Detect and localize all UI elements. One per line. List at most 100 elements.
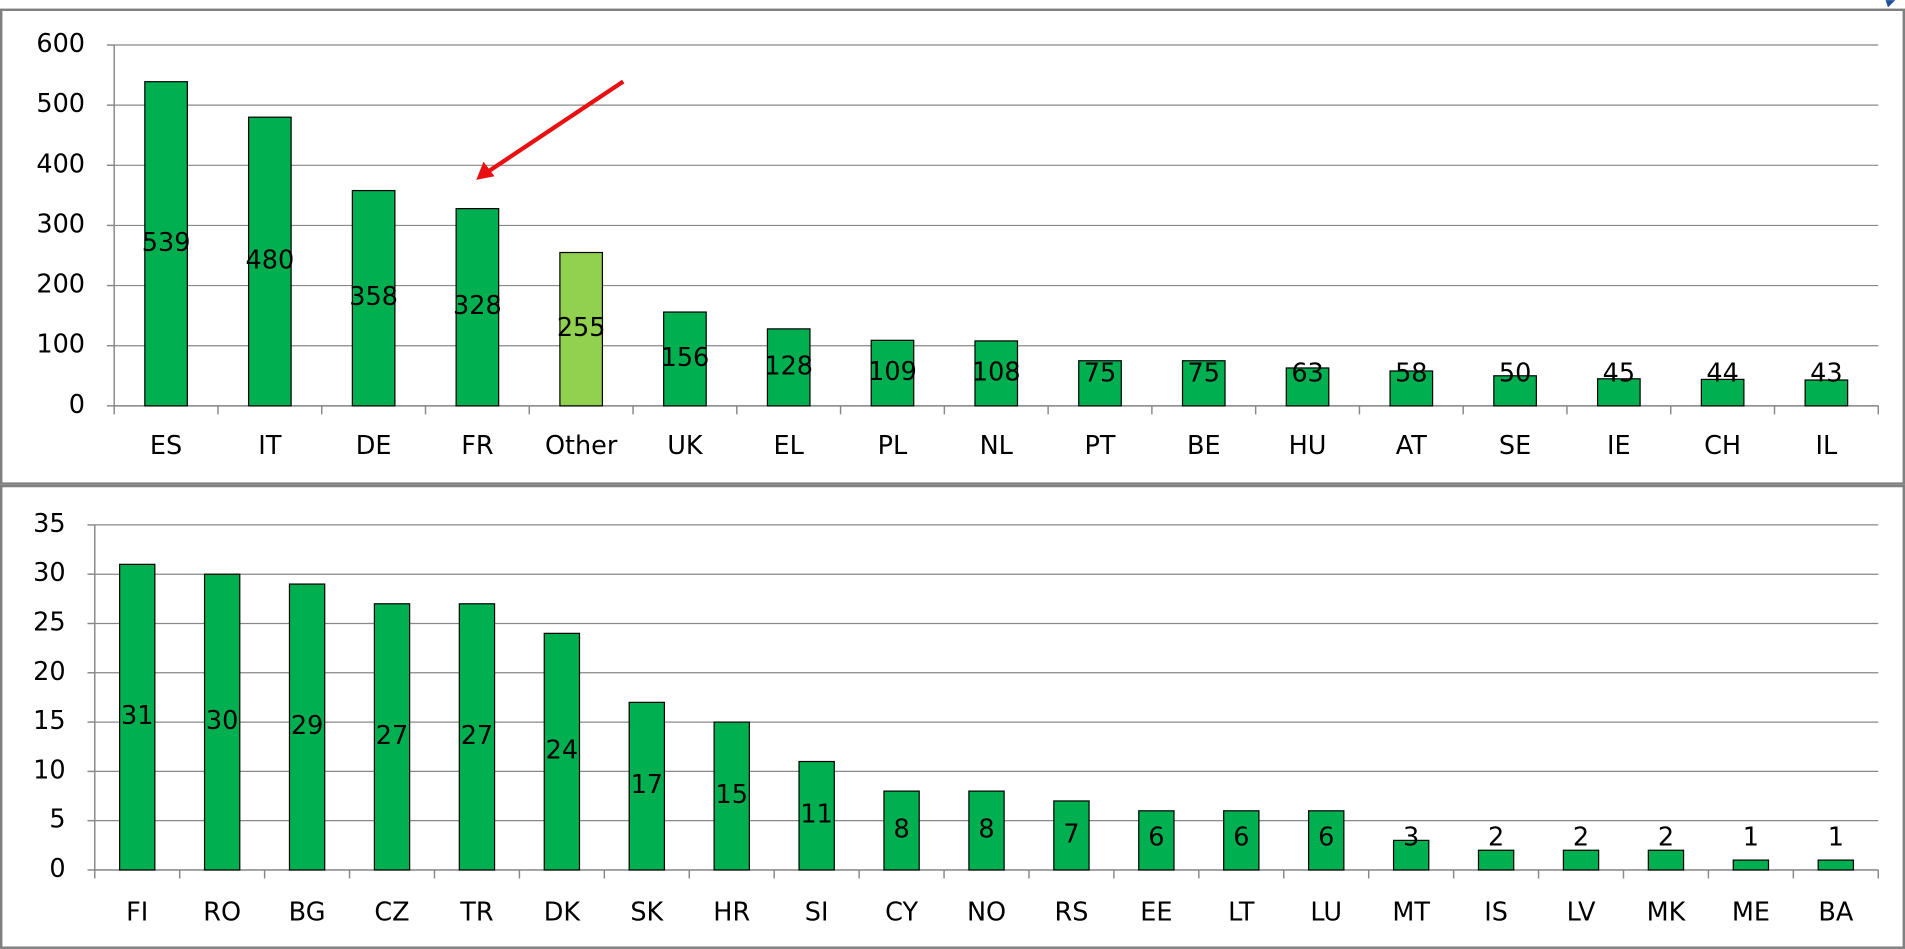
- bar: [1078, 360, 1122, 407]
- bar: [1700, 378, 1745, 407]
- x-tick-label: CH: [1704, 431, 1741, 461]
- x-tick-label: HR: [713, 898, 750, 928]
- data-label: 1: [1828, 822, 1844, 852]
- x-tick-label: RO: [203, 898, 241, 928]
- y-tick-label: 200: [36, 270, 85, 300]
- data-label: 75: [1188, 358, 1220, 388]
- data-label: 6: [1148, 822, 1164, 852]
- bar: [1817, 859, 1855, 871]
- y-tick-label: 20: [33, 657, 65, 687]
- bar: [1181, 360, 1226, 407]
- bar: [628, 701, 666, 871]
- x-tick-label: IL: [1816, 431, 1839, 461]
- x-tick-label: ME: [1732, 898, 1770, 928]
- y-tick-label: 25: [33, 608, 65, 638]
- bar: [1053, 800, 1090, 871]
- x-tick-label: RS: [1054, 898, 1088, 928]
- data-label: 43: [1810, 358, 1842, 388]
- x-tick-label: BA: [1818, 898, 1853, 928]
- data-label: 27: [376, 721, 408, 751]
- data-label: 17: [631, 770, 663, 800]
- data-label: 1: [1743, 822, 1759, 852]
- panel-frame: [0, 484, 1905, 949]
- data-label: 8: [893, 815, 909, 845]
- x-tick-label: AT: [1396, 431, 1427, 461]
- bar: [373, 603, 411, 871]
- data-label: 15: [716, 780, 748, 810]
- y-tick-label: 500: [36, 89, 85, 119]
- bar: [1308, 810, 1345, 871]
- x-tick-label: Other: [545, 431, 618, 461]
- bar: [1647, 849, 1685, 871]
- bar: [1392, 839, 1430, 871]
- data-label: 7: [1063, 819, 1079, 849]
- x-tick-label: BE: [1187, 431, 1221, 461]
- x-tick-label: BG: [289, 898, 326, 928]
- bar: [663, 311, 707, 407]
- y-tick-label: 35: [33, 509, 65, 539]
- x-tick-label: LT: [1228, 898, 1255, 928]
- data-label: 156: [661, 343, 710, 373]
- x-tick-label: LV: [1567, 898, 1596, 928]
- x-tick-label: SI: [805, 898, 829, 928]
- y-tick-label: 0: [49, 854, 65, 884]
- x-tick-label: MT: [1392, 898, 1430, 928]
- data-label: 3: [1403, 822, 1419, 852]
- bar: [1562, 849, 1600, 871]
- x-tick-label: PL: [878, 431, 908, 461]
- data-label: 2: [1488, 822, 1504, 852]
- x-tick-label: HU: [1289, 431, 1327, 461]
- bar: [974, 340, 1019, 407]
- data-label: 539: [142, 228, 191, 258]
- x-tick-label: EE: [1140, 898, 1172, 928]
- annotation-arrowhead: [476, 161, 495, 180]
- data-label: 6: [1318, 822, 1334, 852]
- bar: [1732, 859, 1770, 871]
- y-tick-label: 400: [36, 149, 85, 179]
- bar: [351, 189, 396, 407]
- bar: [1285, 367, 1330, 407]
- data-label: 128: [764, 351, 813, 381]
- bar: [559, 251, 604, 407]
- bar: [1596, 378, 1641, 407]
- data-label: 75: [1084, 358, 1116, 388]
- x-tick-label: SE: [1499, 431, 1531, 461]
- y-tick-label: 10: [33, 755, 65, 785]
- bar: [1138, 810, 1175, 871]
- x-tick-label: ES: [150, 431, 182, 461]
- corner-logo: [1885, 0, 1896, 8]
- x-tick-label: IT: [258, 431, 282, 461]
- data-label: 109: [868, 357, 917, 387]
- data-label: 328: [453, 291, 502, 321]
- bar: [968, 790, 1005, 871]
- data-label: 45: [1603, 358, 1635, 388]
- x-tick-label: CZ: [374, 898, 409, 928]
- x-tick-label: DK: [544, 898, 582, 928]
- bar: [144, 81, 188, 407]
- x-tick-label: NO: [967, 898, 1006, 928]
- bar: [766, 328, 811, 407]
- y-tick-label: 600: [36, 29, 85, 59]
- bar: [458, 603, 496, 871]
- plots: 0100200300400500600539ES480IT358DE328FR2…: [33, 29, 1880, 928]
- bar: [455, 207, 500, 407]
- data-label: 24: [546, 736, 578, 766]
- bar: [288, 583, 326, 871]
- bar: [883, 790, 920, 871]
- x-tick-label: TR: [459, 898, 493, 928]
- bar: [247, 116, 292, 407]
- y-tick-label: 300: [36, 209, 85, 239]
- data-label: 2: [1658, 822, 1674, 852]
- data-label: 58: [1395, 358, 1427, 388]
- data-label: 255: [557, 313, 606, 343]
- y-tick-label: 5: [49, 805, 65, 835]
- data-label: 44: [1706, 358, 1738, 388]
- x-tick-label: MK: [1647, 898, 1687, 928]
- x-tick-label: NL: [980, 431, 1014, 461]
- data-label: 8: [978, 815, 994, 845]
- data-label: 30: [206, 706, 238, 736]
- data-label: 29: [291, 711, 323, 741]
- x-tick-label: PT: [1085, 431, 1116, 461]
- y-tick-label: 100: [36, 330, 85, 360]
- bar: [1804, 379, 1849, 407]
